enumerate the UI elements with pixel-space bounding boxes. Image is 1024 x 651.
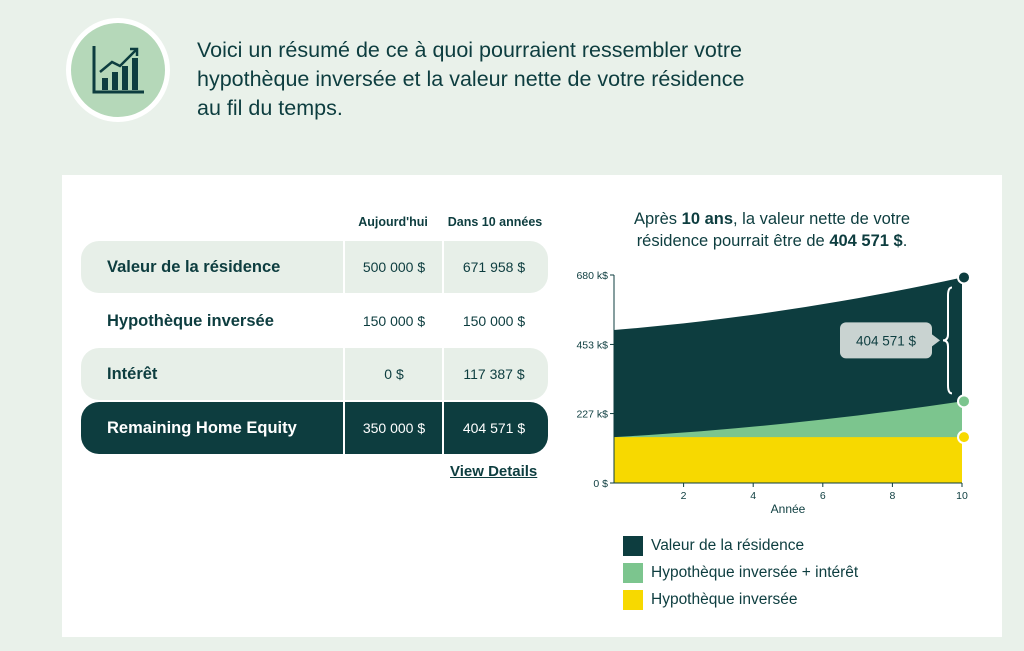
x-tick-label: 8 bbox=[889, 490, 895, 502]
intro-line-3: au fil du temps. bbox=[197, 96, 343, 120]
legend-item: Valeur de la résidence bbox=[623, 532, 858, 559]
heading-text: , la valeur nette de votre bbox=[733, 210, 911, 228]
intro-line-1: Voici un résumé de ce à quoi pourraient … bbox=[197, 38, 742, 62]
table-row-reverse-mortgage: Hypothèque inversée 150 000 $ 150 000 $ bbox=[81, 295, 548, 347]
table-row-remaining-equity: Remaining Home Equity 350 000 $ 404 571 … bbox=[81, 402, 548, 454]
equity-callout-value: 404 571 $ bbox=[856, 333, 917, 348]
intro-text: Voici un résumé de ce à quoi pourraient … bbox=[197, 36, 877, 123]
value-today: 0 $ bbox=[384, 366, 404, 382]
legend-swatch bbox=[623, 589, 643, 610]
heading-years: 10 ans bbox=[681, 210, 734, 228]
heading-amount: 404 571 $ bbox=[829, 232, 903, 250]
column-header-today: Aujourd'hui bbox=[358, 215, 428, 229]
legend-label: Hypothèque inversée bbox=[651, 590, 798, 608]
series-area-reverse-mortgage bbox=[614, 437, 962, 483]
value-today: 500 000 $ bbox=[362, 259, 426, 275]
row-divider bbox=[343, 402, 345, 454]
header-icon-circle bbox=[66, 18, 170, 122]
legend-item: Hypothèque inversée bbox=[623, 586, 858, 613]
end-marker-mortgage-plus-interest bbox=[957, 394, 971, 409]
row-label: Intérêt bbox=[107, 365, 158, 383]
end-marker-reverse-mortgage bbox=[957, 430, 971, 445]
row-label: Valeur de la résidence bbox=[107, 258, 281, 276]
row-divider bbox=[343, 348, 345, 400]
x-tick-label: 2 bbox=[681, 490, 687, 502]
end-marker-home-value bbox=[957, 270, 971, 285]
chart-legend: Valeur de la résidence Hypothèque inversé… bbox=[623, 532, 858, 613]
y-tick-label: 680 k$ bbox=[576, 270, 608, 282]
value-10-years: 404 571 $ bbox=[462, 420, 526, 436]
chart-heading: Après 10 ans, la valeur nette de votre r… bbox=[602, 208, 942, 252]
legend-item: Hypothèque inversée + intérêt bbox=[623, 559, 858, 586]
equity-area-chart: 0 $ 227 k$ 453 k$ 680 k$ 2 4 6 8 10 Année 404 571 … bbox=[576, 270, 971, 516]
equity-brace bbox=[942, 286, 953, 395]
value-10-years: 150 000 $ bbox=[462, 313, 526, 329]
value-10-years: 671 958 $ bbox=[462, 259, 526, 275]
value-10-years: 117 387 $ bbox=[463, 366, 525, 382]
row-divider bbox=[442, 348, 444, 400]
row-divider bbox=[442, 241, 444, 293]
legend-swatch bbox=[623, 535, 643, 556]
legend-label: Valeur de la résidence bbox=[651, 536, 805, 554]
row-divider bbox=[442, 402, 444, 454]
view-details-link[interactable]: View Details bbox=[450, 463, 538, 480]
legend-swatch bbox=[623, 562, 643, 583]
column-header-10-years: Dans 10 années bbox=[447, 215, 543, 229]
summary-card: Aujourd'hui Dans 10 années Valeur de la … bbox=[62, 175, 1002, 637]
row-label: Hypothèque inversée bbox=[107, 312, 274, 330]
intro-line-2: hypothèque inversée et la valeur nette d… bbox=[197, 67, 745, 91]
y-tick-label: 227 k$ bbox=[576, 409, 608, 421]
value-today: 150 000 $ bbox=[362, 313, 426, 329]
y-tick-label: 453 k$ bbox=[576, 339, 608, 351]
heading-text: . bbox=[902, 232, 908, 250]
row-label: Remaining Home Equity bbox=[107, 419, 297, 437]
heading-text: résidence pourrait être de bbox=[636, 232, 830, 250]
y-tick-label: 0 $ bbox=[593, 478, 608, 490]
x-axis-label: Année bbox=[771, 502, 806, 516]
value-today: 350 000 $ bbox=[362, 420, 426, 436]
x-tick-label: 6 bbox=[820, 490, 826, 502]
table-row-home-value: Valeur de la résidence 500 000 $ 671 958… bbox=[81, 241, 548, 293]
legend-label: Hypothèque inversée + intérêt bbox=[651, 563, 859, 581]
table-row-interest: Intérêt 0 $ 117 387 $ bbox=[81, 348, 548, 400]
x-tick-label: 10 bbox=[956, 490, 968, 502]
row-divider bbox=[343, 241, 345, 293]
growth-chart-icon bbox=[92, 46, 144, 94]
heading-text: Après bbox=[633, 210, 682, 228]
equity-callout-box bbox=[840, 322, 932, 359]
x-tick-label: 4 bbox=[750, 490, 756, 502]
equity-callout-pointer bbox=[932, 334, 940, 347]
